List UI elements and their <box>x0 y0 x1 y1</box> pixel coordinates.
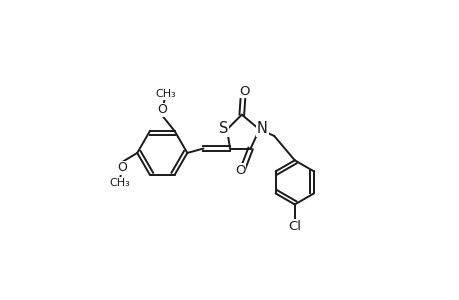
Text: O: O <box>117 161 127 174</box>
Text: S: S <box>218 121 228 136</box>
Text: Cl: Cl <box>288 220 301 233</box>
Text: O: O <box>157 103 167 116</box>
Text: O: O <box>239 85 249 98</box>
Text: O: O <box>235 164 245 177</box>
Text: N: N <box>257 121 267 136</box>
Text: CH₃: CH₃ <box>109 178 130 188</box>
Text: CH₃: CH₃ <box>155 89 176 100</box>
